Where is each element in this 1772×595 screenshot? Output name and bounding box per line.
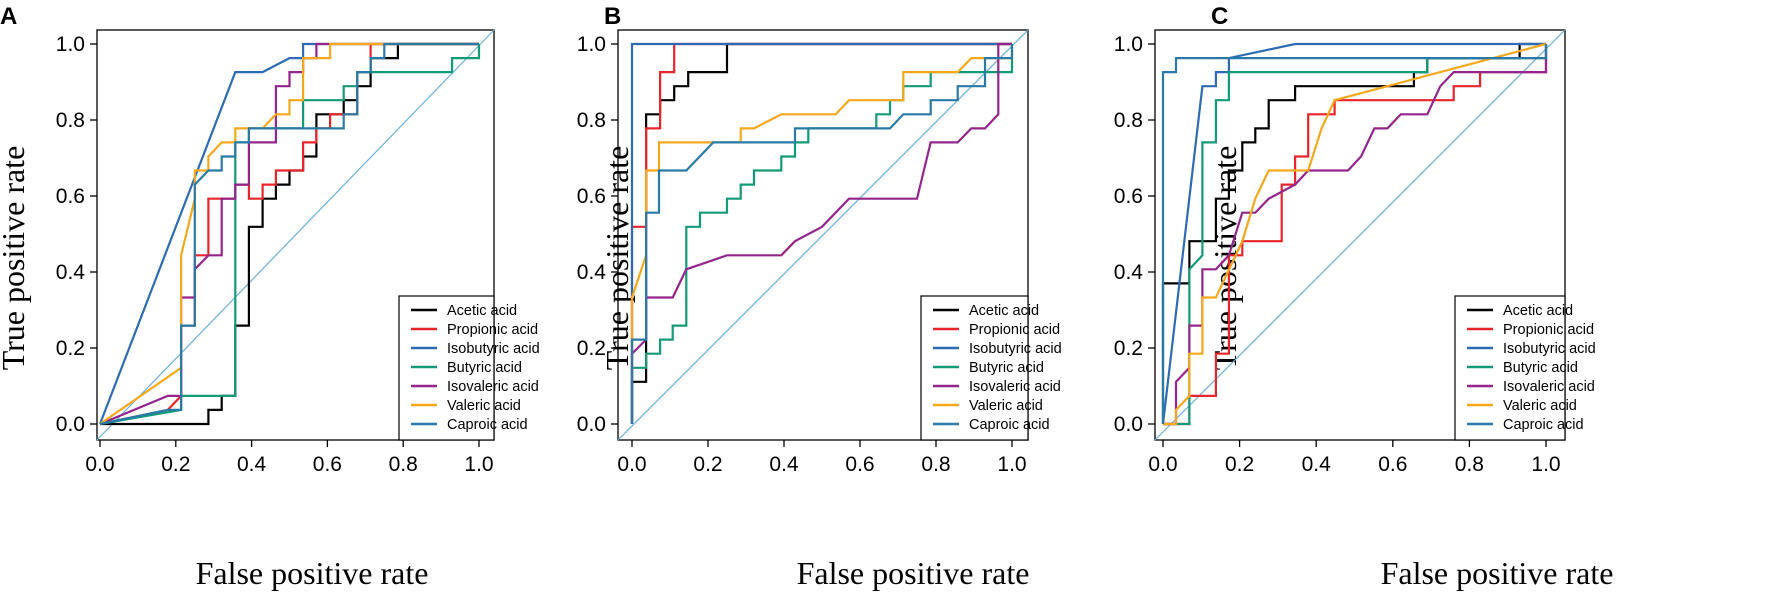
legend-label: Acetic acid (447, 303, 517, 319)
y-tick-label: 0.2 (577, 337, 606, 360)
roc-curve-caproic-acid (1161, 44, 1548, 424)
x-axis-title: False positive rate (797, 555, 1030, 591)
roc-curve-valeric-acid (630, 44, 1014, 424)
y-tick-label: 0.6 (577, 185, 606, 208)
x-tick-label: 0.2 (693, 453, 722, 476)
legend-label: Caproic acid (969, 417, 1050, 433)
plot-frame (617, 29, 1029, 441)
y-tick-label: 0.2 (1114, 337, 1143, 360)
plot-frame (96, 29, 495, 441)
legend-label: Butyric acid (969, 360, 1044, 376)
y-axis-title: True positive rate (0, 146, 31, 371)
legend-label: Butyric acid (447, 360, 522, 376)
y-tick-label: 0.8 (56, 109, 85, 132)
panel-c: C False positive rate True positive rate… (1114, 3, 1614, 591)
x-tick-label: 0.2 (161, 453, 190, 476)
diagonal-reference-line (1154, 29, 1566, 441)
legend-label: Valeric acid (1503, 398, 1577, 414)
legend-label: Isovaleric acid (447, 379, 539, 395)
roc-curve-propionic-acid (630, 42, 1012, 424)
panel-b: B False positive rate True positive rate… (577, 3, 1062, 591)
panel-a: A False positive rate True positive rate… (0, 3, 540, 591)
y-tick-label: 0.4 (56, 261, 86, 284)
roc-curve-caproic-acid (630, 44, 1014, 424)
y-tick-label: 1.0 (56, 33, 85, 56)
legend-label: Butyric acid (1503, 360, 1578, 376)
x-tick-label: 1.0 (1531, 453, 1560, 476)
y-tick-label: 0.0 (56, 413, 85, 436)
roc-curve-isobutyric-acid (98, 42, 479, 425)
legend-label: Isovaleric acid (1503, 379, 1595, 395)
roc-curve-valeric-acid (1163, 42, 1547, 426)
legend-label: Isovaleric acid (969, 379, 1061, 395)
legend-label: Caproic acid (447, 417, 528, 433)
y-tick-label: 0.8 (577, 109, 606, 132)
legend-label: Acetic acid (969, 303, 1039, 319)
x-tick-label: 0.8 (921, 453, 950, 476)
y-tick-label: 0.6 (56, 185, 85, 208)
x-axis-title: False positive rate (196, 555, 429, 591)
x-tick-label: 0.0 (85, 453, 114, 476)
panel-letter: B (604, 3, 621, 30)
y-tick-label: 1.0 (1114, 33, 1143, 56)
x-tick-label: 0.4 (237, 453, 267, 476)
plot-frame (1154, 29, 1566, 441)
x-tick-label: 0.4 (1302, 453, 1332, 476)
x-tick-label: 0.6 (845, 453, 874, 476)
legend-label: Propionic acid (447, 322, 538, 338)
x-tick-label: 0.0 (1148, 453, 1177, 476)
y-tick-label: 0.2 (56, 337, 85, 360)
x-tick-label: 0.4 (769, 453, 799, 476)
legend-label: Acetic acid (1503, 303, 1573, 319)
legend-label: Isobutyric acid (447, 341, 540, 357)
y-tick-label: 0.4 (1114, 261, 1144, 284)
x-tick-label: 1.0 (464, 453, 493, 476)
y-tick-label: 0.0 (577, 413, 606, 436)
roc-curve-caproic-acid (99, 42, 479, 426)
y-axis-title: True positive rate (599, 146, 635, 371)
x-tick-label: 0.6 (313, 453, 342, 476)
roc-curve-isobutyric-acid (1161, 42, 1546, 425)
legend-label: Propionic acid (969, 322, 1060, 338)
legend-label: Isobutyric acid (1503, 341, 1596, 357)
legend-label: Propionic acid (1503, 322, 1594, 338)
panel-letter: C (1211, 3, 1228, 30)
y-tick-label: 0.6 (1114, 185, 1143, 208)
y-tick-label: 0.4 (577, 261, 607, 284)
x-tick-label: 0.8 (1455, 453, 1484, 476)
y-tick-label: 1.0 (577, 33, 606, 56)
y-tick-label: 0.0 (1114, 413, 1143, 436)
diagonal-reference-line (96, 29, 495, 441)
panel-letter: A (0, 3, 17, 30)
legend-label: Valeric acid (447, 398, 521, 414)
x-tick-label: 1.0 (997, 453, 1026, 476)
legend-label: Caproic acid (1503, 417, 1584, 433)
roc-curve-acetic-acid (630, 42, 1012, 424)
x-tick-label: 0.6 (1378, 453, 1407, 476)
roc-curve-isovaleric-acid (1163, 44, 1548, 426)
x-tick-label: 0.2 (1225, 453, 1254, 476)
x-tick-label: 0.8 (389, 453, 418, 476)
y-tick-label: 0.8 (1114, 109, 1143, 132)
diagonal-reference-line (617, 29, 1029, 441)
x-axis-title: False positive rate (1381, 555, 1614, 591)
legend-label: Isobutyric acid (969, 341, 1062, 357)
legend-label: Valeric acid (969, 398, 1043, 414)
x-tick-label: 0.0 (617, 453, 646, 476)
